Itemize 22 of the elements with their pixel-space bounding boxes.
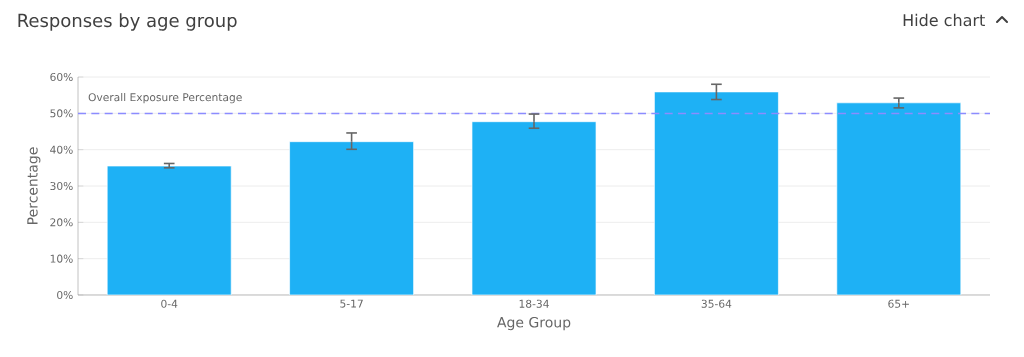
text: Hide chart <box>903 13 985 27</box>
chart-title: Responses by age group <box>18 13 237 31</box>
x-tick-label: 18-34 <box>519 299 549 308</box>
y-tick-label: 50% <box>50 109 73 118</box>
bar <box>654 91 779 295</box>
x-tick-label: 5-17 <box>340 299 363 308</box>
y-tick-label: 60% <box>50 72 73 82</box>
ref-line-label: Overall Exposure Percentage <box>88 92 242 104</box>
y-tick-label: 30% <box>50 181 73 191</box>
y-tick-label: 10% <box>50 254 73 263</box>
x-tick-label: 0-4 <box>161 299 178 308</box>
y-tick-label: 0% <box>57 290 73 300</box>
bar <box>836 102 962 295</box>
bar <box>471 121 597 295</box>
x-tick-label: 35-64 <box>701 299 732 308</box>
x-axis-title: Age Group <box>497 316 571 331</box>
x-tick-label: 65+ <box>888 299 909 308</box>
bar <box>106 165 232 295</box>
y-axis-title: Percentage <box>27 147 41 224</box>
y-tick-label: 40% <box>50 145 73 154</box>
bar <box>289 141 414 295</box>
y-tick-label: 20% <box>50 218 73 227</box>
